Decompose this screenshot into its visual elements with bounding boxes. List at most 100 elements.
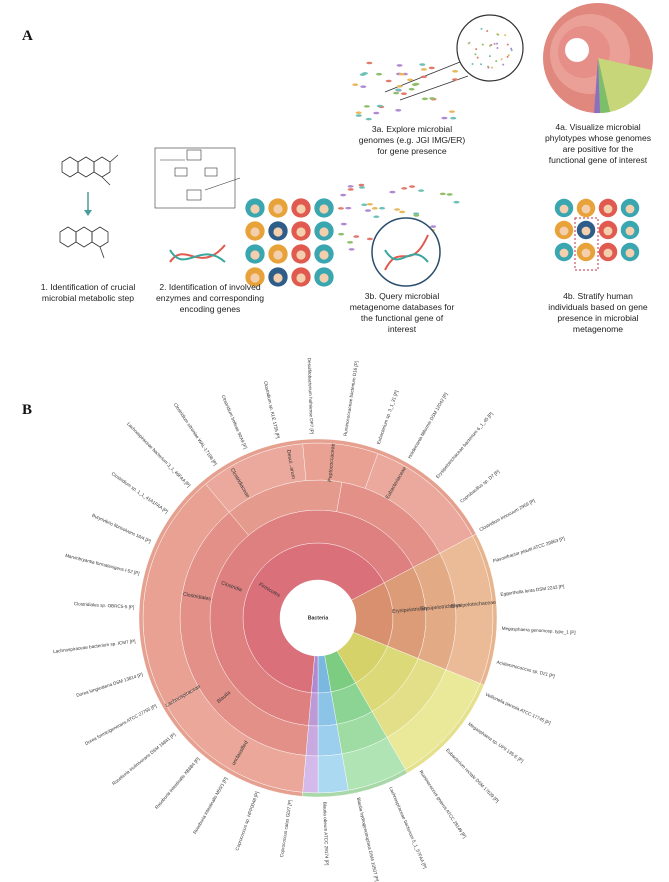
face [319,204,329,214]
bacterium [495,60,498,63]
dna-icon [169,244,226,263]
bacterium [407,78,414,82]
bacterium [448,110,455,113]
panel-label: B [22,402,32,418]
bacterium [361,203,368,207]
face [273,250,283,260]
bacterium [496,42,499,45]
bacterium [399,210,406,214]
caption: metagenome [573,324,623,334]
face [250,227,260,237]
caption: 4b. Stratify human [563,291,633,301]
bacterium [453,200,460,204]
bacterium [376,104,383,108]
bacterium [413,82,420,86]
face [581,248,591,258]
bacterium [409,185,416,188]
bacterium [366,61,373,65]
bacterium [497,33,500,36]
face [559,248,569,258]
bacterium [474,53,477,56]
bacterium [428,66,435,70]
bacterium [338,232,345,236]
caption: individuals based on gene [548,302,648,312]
bacterium [450,116,457,120]
bacterium [361,72,368,75]
bacterium [506,43,509,46]
bacterium [396,64,403,67]
face [625,204,635,214]
bacterium [500,58,503,61]
bacterium [419,63,426,66]
face [603,226,613,236]
face [273,227,283,237]
bacterium [418,189,425,192]
bacterium [401,187,408,190]
bacterium [379,206,386,210]
caption: phylotypes whose genomes [545,133,651,143]
bacterium [352,83,359,87]
face-grid [554,198,640,262]
face [296,273,306,283]
face [296,250,306,260]
caption: 3b. Query microbial [365,291,440,301]
bacterium [360,85,367,88]
bacterium [467,42,470,45]
bacterium [376,72,383,76]
sunburst-center [280,580,356,656]
taxon-label: Desul...arum [285,449,296,479]
bacterium [487,66,490,69]
leaf-label: Megasphaera genomosp. type_1 [P] [502,626,576,635]
bacterium [393,91,400,95]
taxon-label: Clostridiales [182,592,211,603]
bacterium [396,85,403,88]
face [250,273,260,283]
bacterium [347,188,354,191]
bacterium [480,63,483,66]
pathway-icon [154,147,241,209]
bacterium [493,42,496,45]
face [603,204,613,214]
bacterium [394,208,401,211]
bacterium [389,190,396,194]
bacterium [476,56,479,59]
bacterium [486,30,489,33]
taxon-label: Erysipelotrichales [420,603,461,613]
bacterium [488,55,491,58]
caption: presence in microbial [557,313,638,323]
face [319,250,329,260]
taxon-label: Erysipelotrichia [392,606,428,615]
bacterium [347,185,354,188]
bacterium [340,222,347,226]
bacterium [506,55,509,58]
bacterium [439,192,446,196]
face [319,227,329,237]
bacterium [355,111,362,115]
bacterium [421,97,428,101]
pie-icon [543,3,653,114]
bacterium [504,34,507,37]
bacterium [420,75,427,79]
arrow-head [84,210,92,216]
panel-label: A [22,28,33,44]
leaf-label: Blautia obeum ATCC 29174 [P] [322,802,329,866]
caption: metagenome databases for [350,302,455,312]
root-label: Bacteria [308,615,329,621]
face-grid [245,198,334,287]
face [559,204,569,214]
caption: microbial metabolic step [42,293,134,303]
bacterium [507,54,510,57]
bacterium [373,111,380,115]
highlight-box [574,217,599,271]
bacterium [510,47,513,50]
bacterium [420,68,427,71]
bacterium [345,206,352,210]
bacterium [337,207,344,210]
bacterium [398,72,405,76]
bacterium [452,70,459,73]
bacterium [502,63,505,66]
bacterium [446,193,453,196]
caption: the functional gene of [361,313,444,323]
caption: 4a. Visualize microbial [555,122,640,132]
